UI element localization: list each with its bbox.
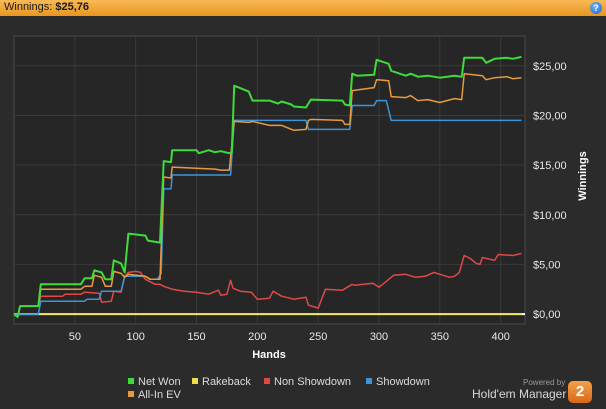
series-line-net-won	[13, 55, 522, 318]
y-tick-label: $5,00	[533, 259, 561, 271]
legend-swatch-icon	[192, 378, 198, 384]
axis-ticks: 50 100 150 200 250 300 350 400 $0,00 $5,00 $10,00 $…	[69, 61, 567, 343]
plot-area	[13, 35, 526, 325]
legend-label: All-In EV	[138, 389, 181, 401]
y-tick-label: $25,00	[533, 61, 567, 73]
x-tick-label: 350	[431, 331, 449, 343]
series-lines	[13, 55, 522, 318]
legend-swatch-icon	[128, 378, 134, 384]
x-tick-label: 150	[187, 331, 205, 343]
y-tick-label: $20,00	[533, 110, 567, 122]
y-tick-label: $15,00	[533, 160, 567, 172]
x-tick-label: 400	[491, 331, 509, 343]
legend-label: Rakeback	[202, 376, 251, 388]
product-name: Hold'em Manager	[472, 387, 567, 401]
x-tick-label: 300	[370, 331, 388, 343]
help-icon[interactable]: ?	[590, 2, 602, 14]
x-tick-label: 250	[309, 331, 327, 343]
legend-swatch-icon	[366, 378, 372, 384]
legend-swatch-icon	[128, 391, 134, 397]
powered-by-text: Powered by	[523, 378, 566, 387]
legend-item-showdown[interactable]: Showdown	[366, 376, 430, 388]
series-line-non-showdown	[13, 252, 522, 318]
y-tick-label: $0,00	[533, 309, 561, 321]
legend-label: Net Won	[138, 376, 181, 388]
legend-swatch-icon	[264, 378, 270, 384]
y-axis-label: Winnings	[577, 151, 589, 200]
x-tick-label: 200	[248, 331, 266, 343]
legend-item-rakeback[interactable]: Rakeback	[192, 376, 251, 388]
legend-label: Showdown	[376, 376, 430, 388]
winnings-label: Winnings:	[4, 1, 53, 13]
hem2-logo: 2	[568, 381, 592, 403]
x-axis-label: Hands	[252, 349, 286, 361]
legend-item-all-in-ev[interactable]: All-In EV	[128, 389, 181, 401]
legend-item-net-won[interactable]: Net Won	[128, 376, 181, 388]
winnings-value: $25,76	[55, 1, 90, 13]
x-tick-label: 100	[126, 331, 144, 343]
x-tick-label: 50	[69, 331, 81, 343]
legend-item-non-showdown[interactable]: Non Showdown	[264, 376, 351, 388]
title-bar: Winnings: $25,76 ?	[0, 0, 606, 16]
legend-label: Non Showdown	[274, 376, 352, 388]
winnings-chart: 50 100 150 200 250 300 350 400 $0,00 $5,00 $10,00 $…	[13, 35, 589, 361]
series-line-all-in-ev	[13, 72, 522, 318]
winnings-header: Winnings: $25,76	[4, 1, 89, 13]
y-tick-label: $10,00	[533, 210, 567, 222]
